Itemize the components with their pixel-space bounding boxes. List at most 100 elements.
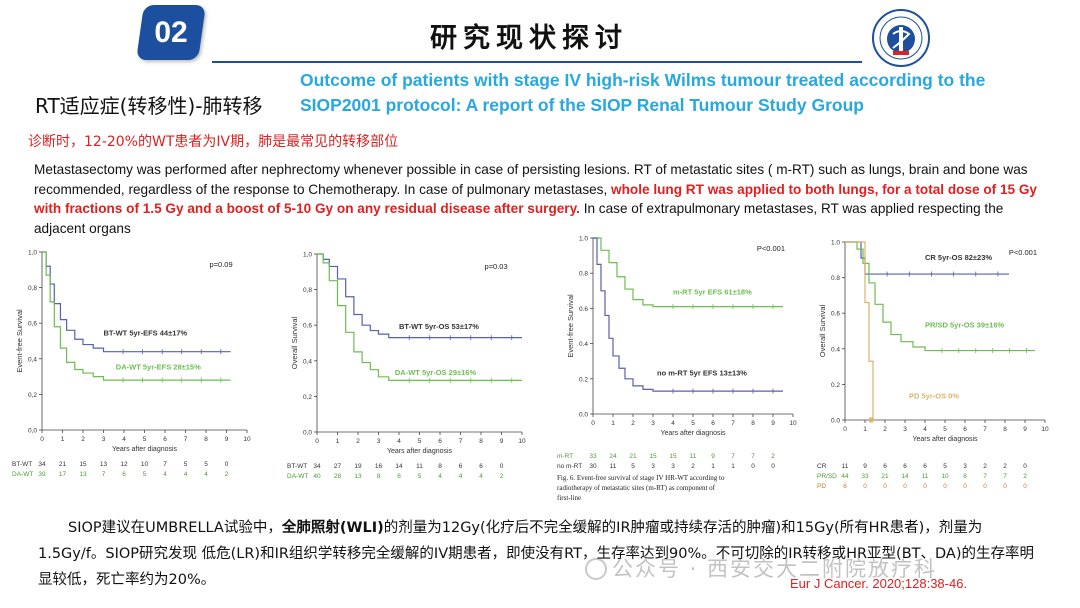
y-tick-label: 0.8 <box>579 271 588 278</box>
risk-value: 0 <box>1023 463 1027 470</box>
x-tick-label: 10 <box>243 436 251 443</box>
x-tick-label: 2 <box>356 438 360 445</box>
x-tick-label: 10 <box>789 420 797 427</box>
chart-bt-da-os: 0,0 0,2 0,4 0,6 0,8 1,0 0 1 2 3 4 5 6 7 8 9 10 Years afte… <box>285 240 535 490</box>
x-axis-label: Years after diagnosis <box>387 448 453 455</box>
risk-value: 34 <box>38 461 46 468</box>
risk-row-label: BT-WT <box>12 461 32 468</box>
summary-text-1: SIOP建议在UMBRELLA试验中， <box>68 520 282 536</box>
x-tick-label: 4 <box>122 436 126 443</box>
risk-value: 14 <box>395 463 403 470</box>
y-tick-label: 0.4 <box>831 346 840 353</box>
x-tick-label: 9 <box>771 420 775 427</box>
risk-value: 10 <box>941 473 949 480</box>
x-axis-label: Years after diagnosis <box>112 446 178 453</box>
risk-value: 28 <box>334 473 342 480</box>
risk-value: 0 <box>983 483 987 490</box>
risk-value: 6 <box>923 463 927 470</box>
x-tick-label: 9 <box>1023 426 1027 433</box>
p-value: p=0.03 <box>484 262 507 271</box>
figure-caption: radiotherapy of metastatic sites (m-RT) … <box>557 484 716 492</box>
x-tick-label: 6 <box>438 438 442 445</box>
risk-value: 5 <box>631 463 635 470</box>
x-tick-label: 2 <box>631 420 635 427</box>
figure-caption: first-line <box>557 494 581 502</box>
x-tick-label: 5 <box>943 426 947 433</box>
x-axis-label: Years after diagnosis <box>660 430 726 437</box>
y-tick-label: 0,0 <box>28 428 37 435</box>
x-tick-label: 6 <box>963 426 967 433</box>
risk-value: 15 <box>79 461 87 468</box>
risk-value: 40 <box>313 473 321 480</box>
risk-value: 9 <box>863 463 867 470</box>
risk-row-label: no m-RT <box>557 463 582 470</box>
risk-value: 17 <box>59 471 67 478</box>
risk-value: 8 <box>377 473 381 480</box>
p-value: P<0.001 <box>1009 248 1037 257</box>
y-axis-label: Overall Survival <box>818 304 827 357</box>
risk-value: 2 <box>691 463 695 470</box>
series-line <box>593 237 783 308</box>
y-tick-label: 0.2 <box>579 376 588 383</box>
risk-value: 2 <box>225 471 229 478</box>
x-tick-label: 5 <box>418 438 422 445</box>
y-tick-label: 0,4 <box>303 358 312 365</box>
risk-value: 30 <box>589 463 597 470</box>
risk-value: 5 <box>943 463 947 470</box>
risk-row-label: DA-WT <box>12 471 33 478</box>
risk-value: 19 <box>354 463 362 470</box>
p-value: p=0.09 <box>209 260 232 269</box>
x-tick-label: 6 <box>711 420 715 427</box>
risk-value: 24 <box>609 453 617 460</box>
risk-value: 33 <box>861 473 869 480</box>
risk-value: 10 <box>141 461 149 468</box>
risk-value: 14 <box>901 473 909 480</box>
chart-bt-da-efs: 0,0 0,2 0,4 0,6 0,8 1,0 0 1 2 3 4 5 6 7 8 9 10 Years afte… <box>10 240 260 490</box>
series-label: no m-RT 5yr EFS 13±13% <box>657 368 747 377</box>
x-tick-label: 9 <box>225 436 229 443</box>
y-tick-label: 0.6 <box>579 306 588 313</box>
risk-value: 0 <box>883 483 887 490</box>
risk-row-label: m-RT <box>557 453 573 460</box>
risk-value: 4 <box>438 473 442 480</box>
risk-value: 4 <box>184 471 188 478</box>
risk-value: 7 <box>163 461 167 468</box>
y-tick-label: 0,6 <box>28 321 37 328</box>
x-tick-label: 8 <box>204 436 208 443</box>
km-plot-4: 0.0 0.2 0.4 0.6 0.8 1.0 0 1 2 3 4 5 6 7 8 9 10 Years afte… <box>817 240 1049 491</box>
method-highlight: whole lung RT was applied to both lungs,… <box>34 181 1037 217</box>
y-tick-label: 1.0 <box>579 236 588 243</box>
risk-value: 6 <box>883 463 887 470</box>
x-tick-label: 2 <box>883 426 887 433</box>
risk-value: 0 <box>963 483 967 490</box>
risk-row-label: PR/SD <box>817 473 837 480</box>
risk-value: 11 <box>690 453 697 460</box>
risk-value: 21 <box>59 461 67 468</box>
risk-value: 13 <box>354 473 362 480</box>
y-tick-label: 0,2 <box>28 392 37 399</box>
risk-value: 4 <box>163 471 167 478</box>
risk-value: 4 <box>204 471 208 478</box>
x-tick-label: 4 <box>671 420 675 427</box>
chart-mrt-efs: 0.0 0.2 0.4 0.6 0.8 1.0 0 1 2 3 4 5 6 7 8 9 10 Years afte… <box>555 228 815 508</box>
watermark: 公众号 · 西安交大二附院放疗科 <box>612 557 938 581</box>
risk-value: 2 <box>1003 463 1007 470</box>
risk-value: 7 <box>983 473 987 480</box>
risk-value: 2 <box>500 473 504 480</box>
x-tick-label: 8 <box>751 420 755 427</box>
risk-value: 7 <box>751 453 755 460</box>
x-tick-label: 7 <box>459 438 463 445</box>
section-badge: 02 <box>136 5 206 60</box>
series-label: BT-WT 5yr-OS 53±17% <box>399 322 479 331</box>
risk-value: 8 <box>438 463 442 470</box>
summary-paragraph: SIOP建议在UMBRELLA试验中，全肺照射(WLI)的剂量为12Gy(化疗后… <box>38 515 1048 593</box>
y-tick-label: 0.0 <box>579 412 588 419</box>
x-tick-label: 3 <box>102 436 106 443</box>
x-tick-label: 7 <box>983 426 987 433</box>
risk-value: 5 <box>143 471 147 478</box>
y-axis-label: Overall Survival <box>290 316 299 369</box>
risk-value: 11 <box>842 463 849 470</box>
